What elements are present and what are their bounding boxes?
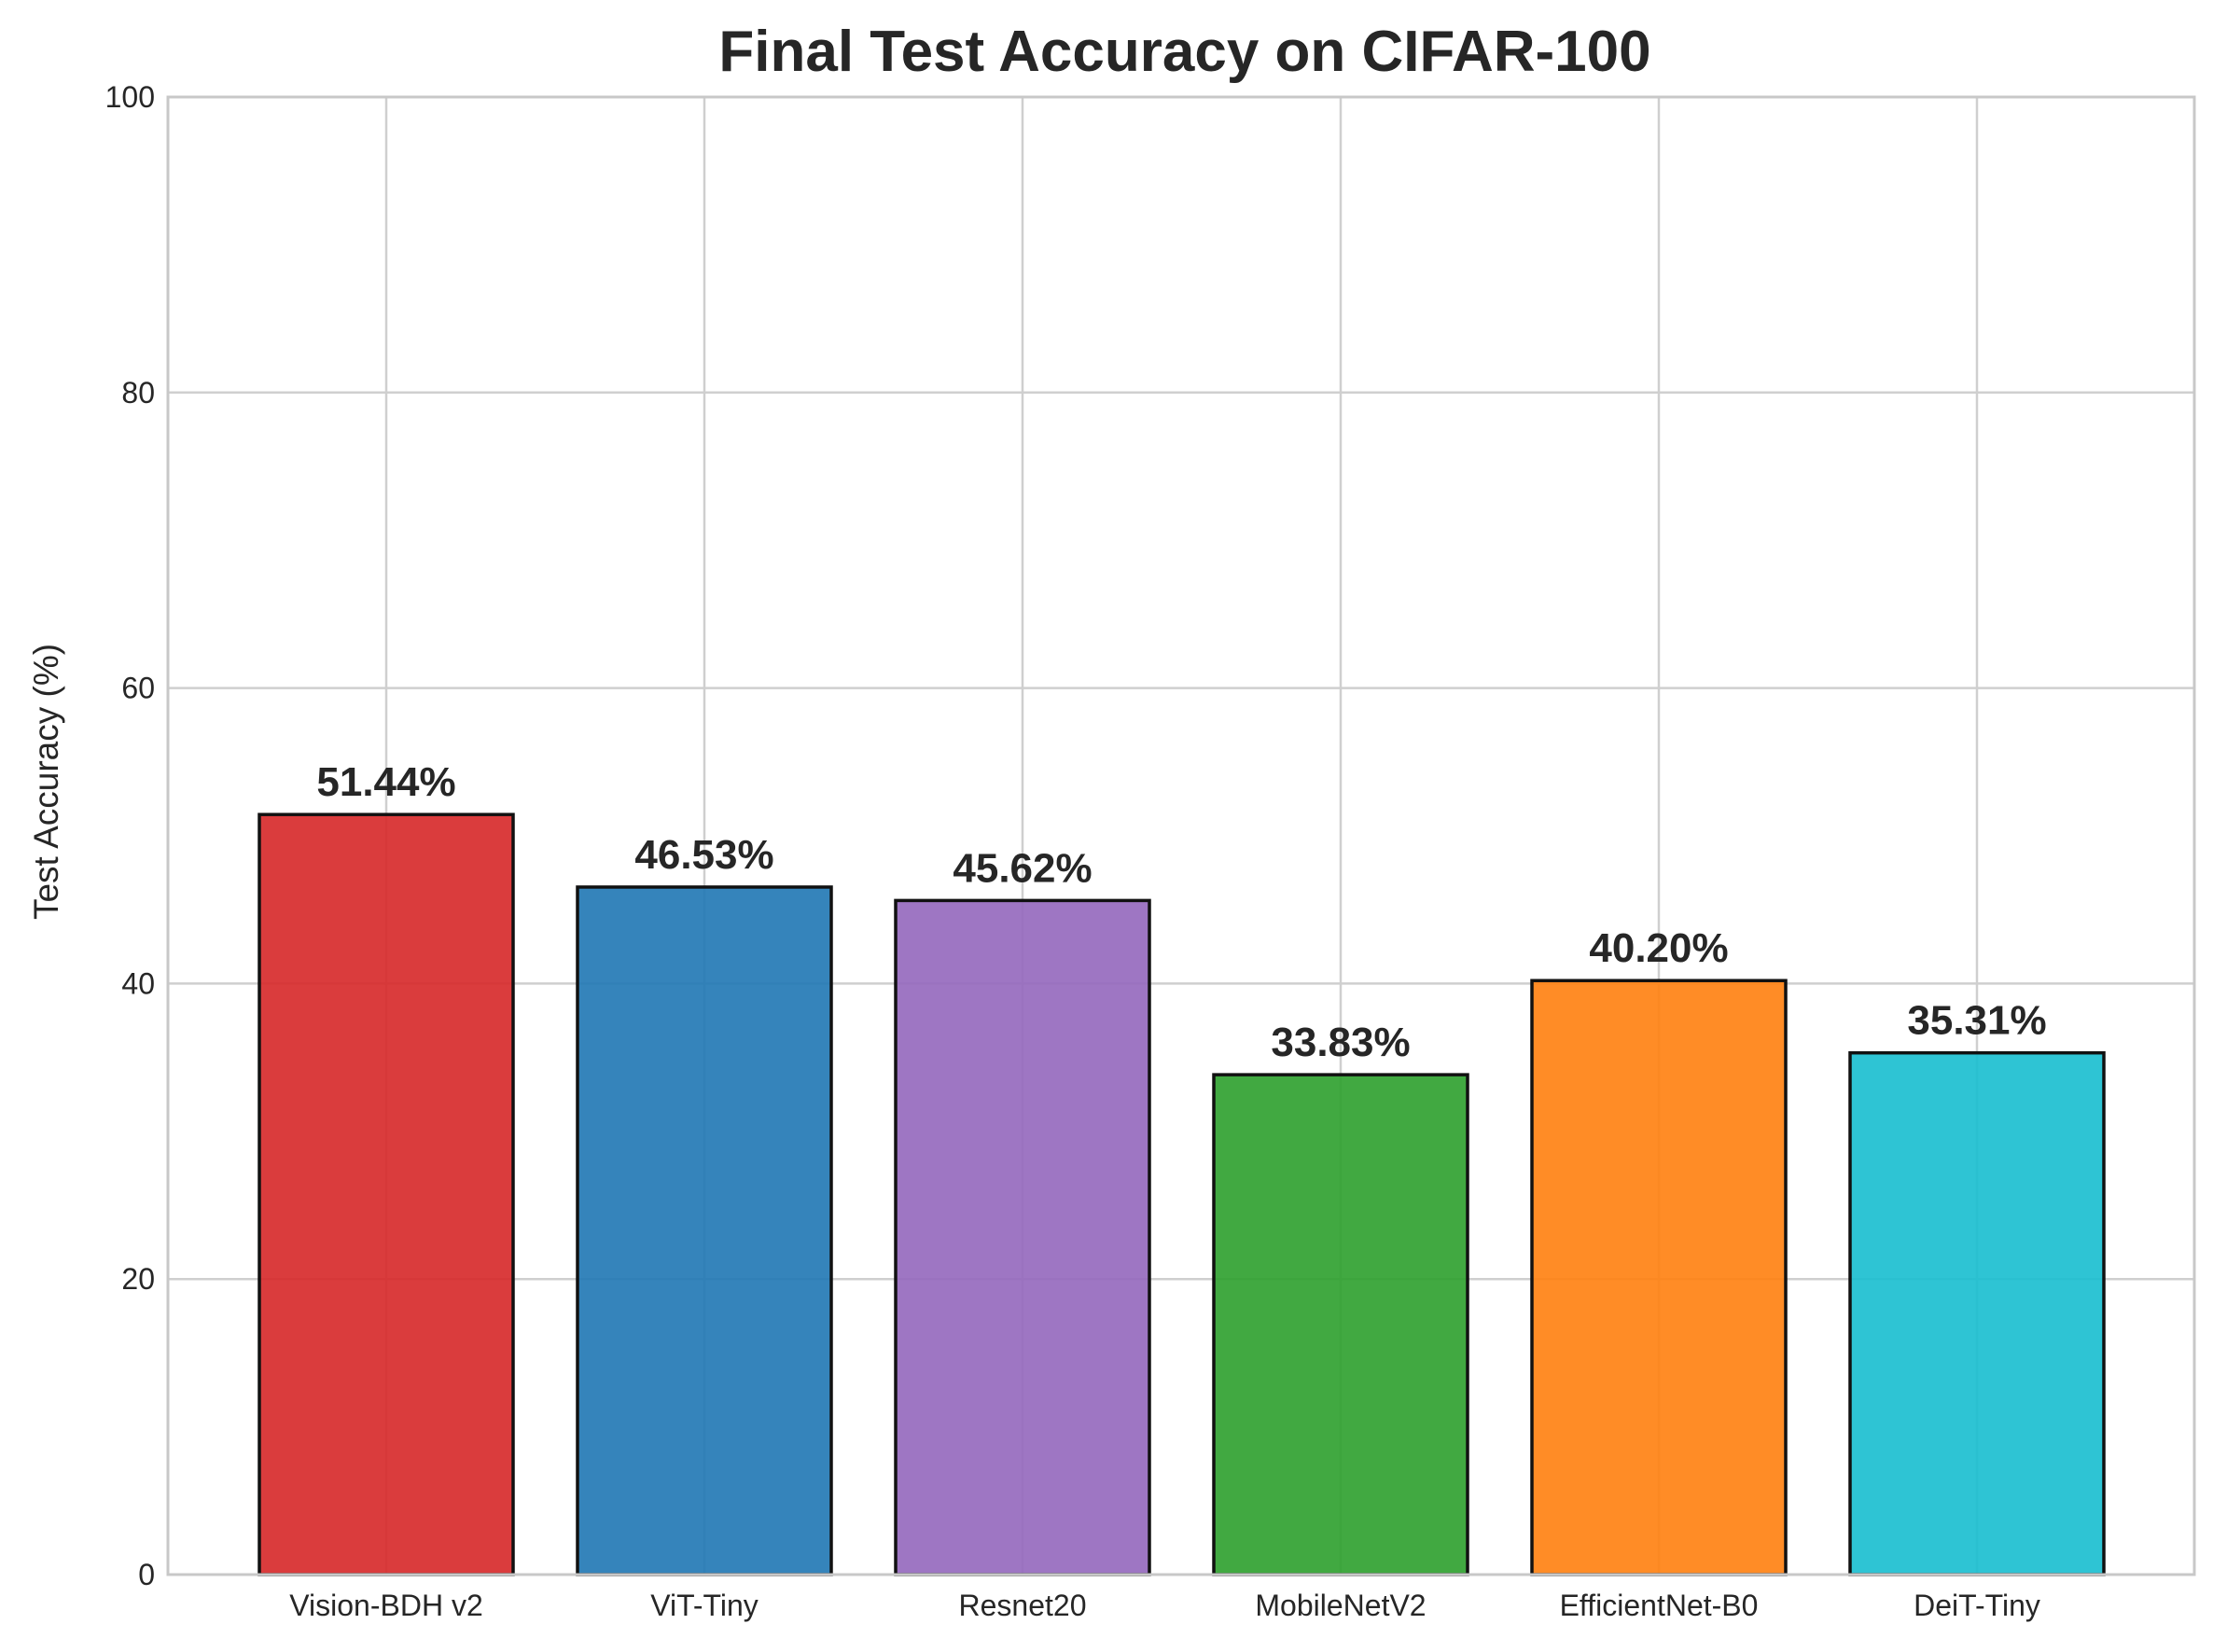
y-tick-label: 100 — [105, 80, 155, 114]
x-tick-label: MobileNetV2 — [1255, 1589, 1426, 1622]
data-label: 35.31% — [1907, 998, 2046, 1044]
x-tick-label: EfficientNet-B0 — [1560, 1589, 1759, 1622]
x-tick-label: Resnet20 — [959, 1589, 1087, 1622]
x-tick-label: DeiT-Tiny — [1914, 1589, 2040, 1622]
y-tick-label: 40 — [121, 966, 155, 1000]
y-tick-label: 20 — [121, 1262, 155, 1296]
data-label: 51.44% — [316, 759, 455, 805]
data-label: 40.20% — [1589, 925, 1728, 971]
x-tick-label: Vision-BDH v2 — [289, 1589, 482, 1622]
bar — [1848, 1050, 2106, 1576]
bar — [257, 812, 515, 1576]
bar — [1530, 979, 1788, 1576]
bar — [576, 885, 833, 1576]
data-labels: 51.44% 46.53% 45.62% 33.83% 40.20% 35.31% — [316, 759, 2046, 1065]
tick-labels: 0 20 40 60 80 100 Vision-BDH v2 ViT-Tiny Resnet2… — [105, 80, 2040, 1622]
y-axis-label: Test Accuracy (%) — [27, 644, 65, 920]
chart-title: Final Test Accuracy on CIFAR-100 — [718, 20, 1650, 84]
data-label: 33.83% — [1271, 1020, 1410, 1065]
bar — [894, 898, 1151, 1576]
y-tick-label: 80 — [121, 376, 155, 410]
y-tick-label: 0 — [138, 1558, 155, 1591]
plot-frame — [166, 95, 2196, 1576]
y-tick-label: 60 — [121, 672, 155, 705]
x-tick-label: ViT-Tiny — [650, 1589, 759, 1622]
data-label: 45.62% — [953, 845, 1092, 891]
bar — [1212, 1073, 1469, 1576]
data-label: 46.53% — [634, 832, 773, 878]
bars — [257, 812, 2106, 1576]
